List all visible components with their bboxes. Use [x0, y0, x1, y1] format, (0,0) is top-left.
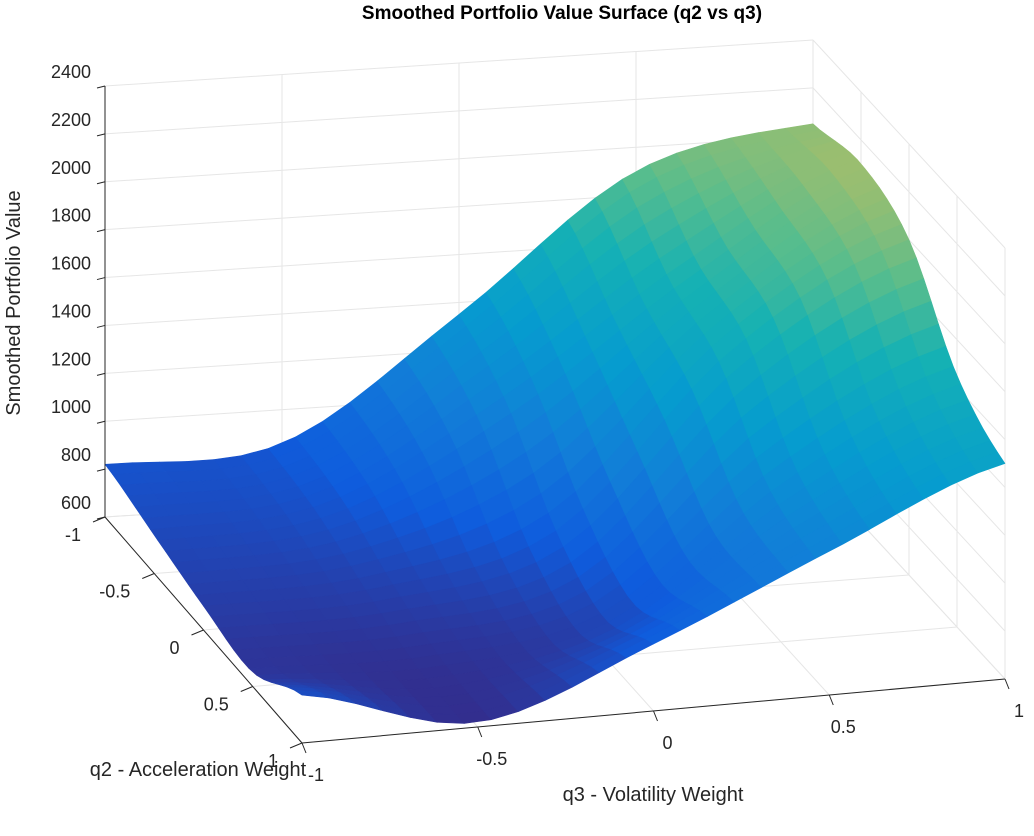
chart-title: Smoothed Portfolio Value Surface (q2 vs … [362, 3, 762, 24]
x-axis-label: q3 - Volatility Weight [563, 784, 744, 806]
z-tick-mark [96, 277, 106, 281]
x-tick-mark [477, 726, 483, 738]
x-tick-label: -0.5 [476, 749, 507, 769]
z-tick-mark [96, 181, 106, 185]
z-tick-label: 1200 [51, 349, 91, 369]
x-tick-label: 0.5 [831, 717, 856, 737]
z-tick-mark [96, 372, 106, 376]
y-axis-label: q2 - Acceleration Weight [90, 759, 307, 781]
surface-plot [104, 123, 1006, 724]
x-tick-mark [653, 710, 658, 722]
z-tick-label: 2200 [51, 110, 91, 130]
z-tick-mark [96, 420, 106, 424]
y-tick-label: 0.5 [204, 695, 229, 715]
x-tick-mark [828, 694, 834, 706]
y-tick-mark [191, 629, 204, 636]
x-tick-label: 1 [1014, 701, 1024, 721]
x-tick-label: 0 [662, 733, 672, 753]
y-tick-label: -0.5 [99, 582, 130, 602]
z-tick-label: 1000 [51, 397, 91, 417]
y-tick-label: 0 [169, 638, 179, 658]
y-tick-mark [240, 686, 253, 692]
z-tick-label: 800 [61, 445, 91, 465]
z-tick-label: 1800 [51, 206, 91, 226]
z-axis-label: Smoothed Portfolio Value [3, 190, 25, 415]
z-tick-label: 1400 [51, 301, 91, 321]
x-tick-mark [301, 742, 307, 754]
x-tick-mark [1004, 678, 1010, 690]
z-tick-label: 2000 [51, 158, 91, 178]
z-tick-mark [96, 133, 106, 137]
surface-patch [970, 452, 1006, 474]
y-tick-mark [289, 742, 303, 749]
y-tick-label: -1 [65, 525, 81, 545]
z-tick-label: 600 [61, 493, 91, 513]
z-tick-mark [96, 324, 106, 328]
axes: 600 800 1000 1200 1400 1600 1800 2000 2200 2400 -1… [51, 62, 1024, 785]
y-tick-mark [92, 516, 106, 523]
z-tick-label: 1600 [51, 254, 91, 274]
y-tick-label: 1 [268, 751, 278, 771]
z-tick-mark [96, 468, 106, 472]
z-tick-label: 2400 [51, 62, 91, 82]
z-tick-mark [96, 85, 106, 89]
x-tick-label: -1 [308, 765, 324, 785]
y-tick-mark [142, 573, 155, 579]
z-tick-mark [96, 229, 106, 233]
